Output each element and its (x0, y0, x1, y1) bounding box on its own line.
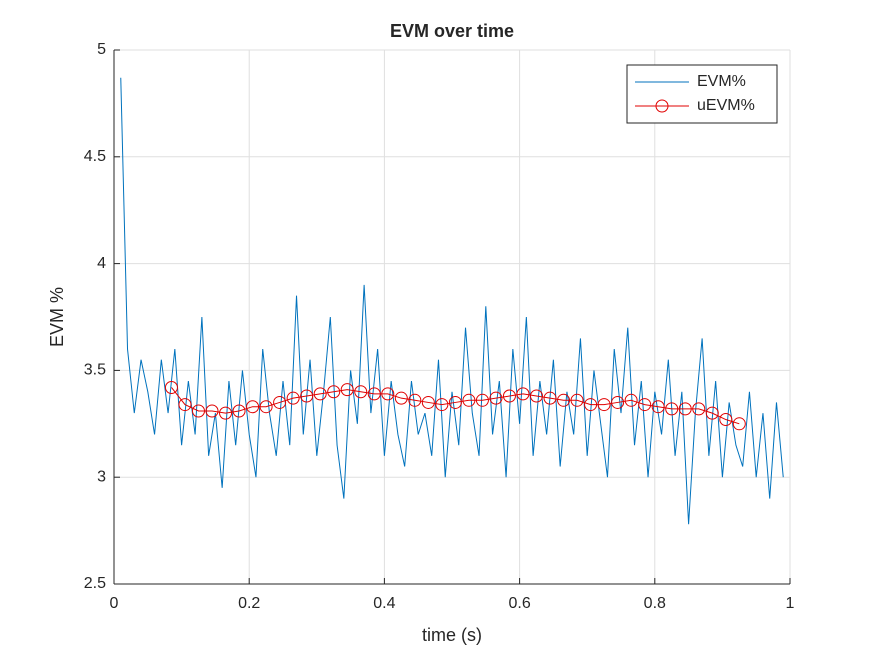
data-marker (246, 400, 260, 414)
data-marker (584, 398, 598, 412)
data-marker (502, 389, 516, 403)
data-marker (678, 402, 692, 416)
data-marker (462, 393, 476, 407)
data-marker (178, 398, 192, 412)
x-axis-label: time (s) (422, 625, 482, 645)
data-marker (692, 402, 706, 416)
data-marker (732, 417, 746, 431)
data-marker (273, 395, 287, 409)
data-marker (516, 387, 530, 401)
data-marker (340, 383, 354, 397)
y-tick-label: 4.5 (84, 148, 106, 165)
x-tick-label: 0.2 (238, 595, 260, 612)
data-marker (300, 389, 314, 403)
data-marker (354, 385, 368, 399)
y-tick-label: 5 (97, 41, 106, 58)
data-marker (530, 389, 543, 403)
data-marker (164, 380, 178, 394)
data-marker (313, 387, 327, 401)
data-marker (394, 391, 408, 405)
y-axis-label: EVM % (47, 287, 67, 347)
data-marker (232, 404, 246, 418)
plot-area (114, 50, 790, 584)
x-tick-label: 1 (786, 595, 795, 612)
data-marker (448, 395, 462, 409)
data-marker (192, 404, 205, 418)
data-marker (638, 398, 652, 412)
data-marker (611, 395, 625, 409)
x-tick-label: 0 (110, 595, 119, 612)
x-tick-label: 0.8 (644, 595, 666, 612)
data-marker (665, 402, 679, 416)
series-line (171, 387, 740, 425)
data-marker (597, 398, 611, 412)
data-marker (719, 413, 733, 427)
data-marker (543, 391, 557, 405)
series-line (120, 77, 784, 525)
data-marker (408, 393, 422, 407)
x-tick-label: 0.6 (508, 595, 530, 612)
y-tick-label: 2.5 (84, 575, 106, 592)
y-tick-label: 4 (97, 255, 106, 272)
legend-box (626, 64, 778, 124)
data-marker (489, 391, 503, 405)
data-marker (367, 387, 381, 401)
data-marker (475, 393, 489, 407)
data-marker (205, 404, 219, 418)
data-marker (624, 393, 638, 407)
data-marker (651, 400, 665, 414)
data-marker (327, 385, 341, 399)
chart-title: EVM over time (390, 21, 514, 41)
legend-marker (655, 99, 669, 113)
data-marker (219, 406, 233, 420)
data-marker (435, 398, 449, 412)
data-marker (570, 393, 584, 407)
data-marker (421, 395, 435, 409)
data-marker (259, 400, 273, 414)
y-tick-label: 3.5 (84, 362, 106, 379)
data-marker (286, 391, 300, 405)
y-tick-label: 3 (97, 468, 106, 485)
legend-label: uEVM% (697, 97, 755, 114)
legend: EVM% uEVM% (626, 64, 778, 124)
data-marker (557, 393, 571, 407)
data-marker (381, 387, 395, 401)
data-marker (705, 406, 719, 420)
legend-label: EVM% (697, 73, 746, 90)
x-tick-label: 0.4 (373, 595, 395, 612)
